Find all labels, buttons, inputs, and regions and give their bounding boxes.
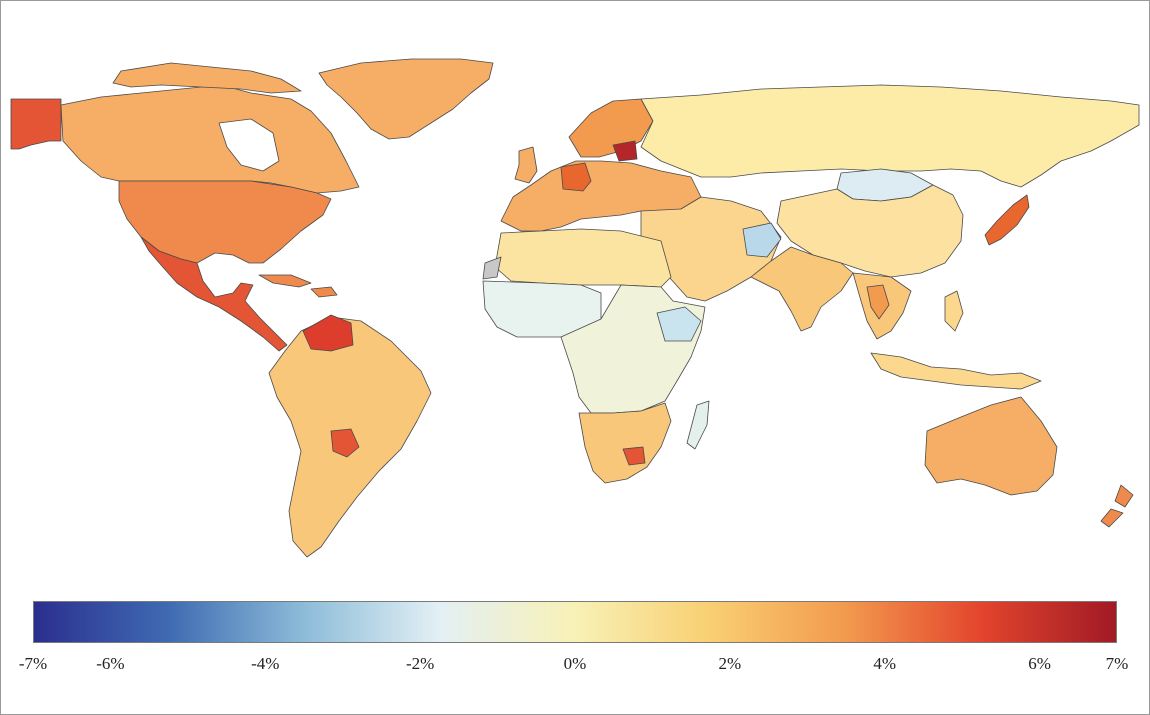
region-new-zealand (1114, 484, 1134, 508)
region-western-sahara (482, 256, 502, 280)
region-canada (60, 84, 360, 194)
region-china (776, 184, 964, 278)
region-baltics (612, 140, 638, 162)
region-venezuela (302, 314, 354, 352)
region-philippines (944, 290, 964, 332)
color-scale-tick-label: -6% (96, 654, 125, 673)
color-scale-tick-label: -2% (405, 654, 435, 673)
region-greenland (318, 58, 494, 140)
color-scale-bar (33, 601, 1117, 643)
region-australia (924, 396, 1058, 496)
region-russia (640, 84, 1140, 188)
region-north-africa (494, 228, 672, 288)
region-southern-africa (578, 402, 672, 484)
color-scale-tick-label: 4% (873, 654, 897, 673)
region-south-africa-inner (622, 446, 646, 466)
region-thailand (866, 284, 890, 320)
region-indonesia (870, 352, 1042, 390)
region-japan (984, 194, 1030, 246)
hudson-bay (218, 118, 280, 172)
color-scale-tick-label: 6% (1028, 654, 1051, 673)
region-uk (514, 146, 538, 184)
color-scale-tick-label: 0% (563, 654, 587, 673)
region-paraguay (330, 428, 360, 458)
region-cuba (258, 274, 312, 288)
region-ethiopia (656, 306, 702, 342)
color-scale-tick-label: -4% (251, 654, 280, 673)
color-scale-tick-label: -7% (18, 654, 48, 673)
region-alaska (10, 98, 62, 150)
region-afghanistan (742, 222, 782, 258)
region-nordic (568, 98, 654, 158)
region-germany (560, 162, 592, 192)
region-madagascar (686, 400, 710, 450)
region-new-zealand-south (1100, 508, 1124, 528)
region-india (750, 246, 854, 332)
region-mexico-central-america (140, 236, 288, 352)
color-scale-tick-label: 7% (1105, 654, 1129, 673)
region-canada-islands (112, 62, 302, 94)
region-hispaniola (310, 286, 338, 298)
color-scale-tick-label: 2% (718, 654, 742, 673)
